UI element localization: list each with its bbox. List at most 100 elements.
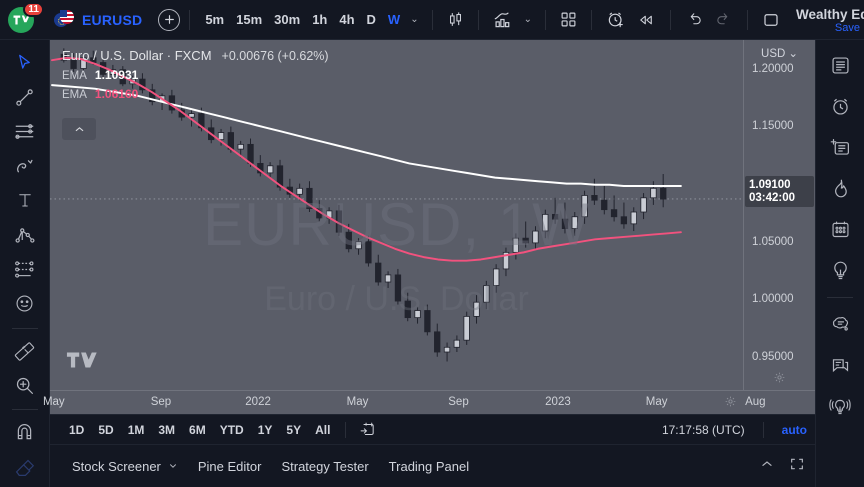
chevron-up-icon[interactable] [759,456,775,477]
range-All[interactable]: All [315,422,331,437]
range-bar-right: 17:17:58 (UTC) auto [661,421,807,438]
range-5D[interactable]: 5D [98,422,114,437]
timeframe-1h[interactable]: 1h [312,12,328,27]
eraser-tool[interactable] [8,453,42,482]
go-to-date-icon[interactable] [354,418,381,441]
notification-badge[interactable]: 11 [23,1,44,17]
timeframe-W[interactable]: W [387,12,401,27]
time-axis-label: Aug [745,396,766,408]
range-6M[interactable]: 6M [189,422,206,437]
data-window-icon[interactable] [823,130,857,164]
indicators-icon[interactable] [488,7,520,32]
time-axis-label: Sep [150,396,172,408]
tab-stock-screener[interactable]: Stock Screener [62,453,188,480]
cursor-tool[interactable] [8,48,42,77]
text-tool[interactable] [8,186,42,215]
horizontal-lines-tool[interactable] [8,117,42,146]
chart-container: EURUSD, 1W Euro / U.S. Dollar Euro / U.S… [43,40,815,487]
time-range-bar: 1D 5D 1M 3M 6M YTD 1Y 5Y All 17:17:58 (U… [50,414,815,444]
tab-label: Stock Screener [72,458,161,474]
auto-scale-button[interactable]: auto [781,422,807,437]
range-3M[interactable]: 3M [158,422,176,437]
hotlist-icon[interactable] [823,171,857,205]
measure-tool[interactable] [8,336,42,365]
notes-icon[interactable] [823,348,857,382]
candlestick-icon[interactable] [442,7,469,32]
legend-collapse-button[interactable] [62,118,96,140]
price-axis-label: 0.95000 [752,350,794,363]
fullscreen-icon[interactable] [789,456,805,477]
alarm-clock-plus-icon[interactable] [601,7,631,33]
divider [762,421,764,438]
chat-icon[interactable] [823,307,857,341]
timeframe-4h[interactable]: 4h [339,12,355,27]
timeframe-30m[interactable]: 30m [274,12,301,27]
tab-pine-editor[interactable]: Pine Editor [188,453,272,480]
symbol-flag-icon [54,9,74,30]
drawing-toolbar [0,40,50,487]
emoji-tool[interactable] [8,289,42,318]
bottom-panel-tabs: Stock Screener Pine Editor Strategy Test… [50,444,815,487]
time-axis-label: May [645,396,668,408]
chevron-down-icon [169,464,176,468]
timeframe-15m[interactable]: 15m [236,12,263,27]
gear-icon[interactable] [724,395,737,413]
chevron-down-icon[interactable]: ⌄ [410,14,419,25]
range-1Y[interactable]: 1Y [257,422,273,437]
single-layout-icon[interactable] [757,8,785,32]
calendar-icon[interactable] [823,212,857,246]
time-axis-label: 2023 [545,396,571,408]
add-symbol-button[interactable] [158,8,181,31]
divider [11,327,38,329]
chevron-down-icon[interactable]: ⌄ [523,14,532,25]
divider [189,9,191,30]
timeframe-D[interactable]: D [366,12,376,27]
tab-label: Trading Panel [388,458,470,474]
replay-icon[interactable] [631,8,661,32]
redo-icon[interactable] [709,8,738,31]
divider [669,9,671,30]
magnet-tool[interactable] [8,418,42,447]
range-5Y[interactable]: 5Y [286,422,302,437]
bar-countdown: 03:42:00 [749,192,796,205]
patterns-tool[interactable] [8,220,42,249]
session-clock: 17:17:58 (UTC) [661,422,745,437]
timeframe-5m[interactable]: 5m [205,12,225,27]
pitchfork-tool[interactable] [8,151,42,180]
layouts-grid-icon[interactable] [555,8,582,31]
alerts-icon[interactable] [823,89,857,123]
tab-trading-panel[interactable]: Trading Panel [379,453,479,480]
price-axis-label: 1.15000 [752,120,794,133]
gear-icon[interactable] [744,371,815,384]
watchlist-icon[interactable] [823,48,857,82]
time-axis-label: Sep [448,396,469,408]
top-toolbar: 11 EURUSD 5m 15m 30m 1h 4h D W ⌄ [0,0,864,40]
divider [590,9,592,30]
price-axis[interactable]: USD⌄ 1.09100 03:42:00 1.200001.150001.10… [743,40,815,390]
tab-strategy-tester[interactable]: Strategy Tester [271,453,378,480]
prediction-tool[interactable] [8,255,42,284]
workspace: EURUSD, 1W Euro / U.S. Dollar Euro / U.S… [0,40,864,487]
right-toolbar [815,40,864,487]
price-axis-currency[interactable]: USD ⌄ [761,48,798,60]
price-axis-label: 1.20000 [752,62,794,75]
price-axis-label: 1.00000 [752,293,794,306]
divider [431,9,433,30]
chart-canvas[interactable]: EURUSD, 1W Euro / U.S. Dollar Euro / U.S… [50,40,743,390]
user-account-block[interactable]: Wealthy Ed Save [790,0,864,40]
broadcast-icon[interactable] [823,389,857,423]
undo-icon[interactable] [680,8,709,31]
time-axis[interactable]: May Sep 2022 May Sep 2023 May Aug [43,390,815,414]
price-plot [50,48,743,362]
range-YTD[interactable]: YTD [219,422,244,437]
trend-line-tool[interactable] [8,82,42,111]
ideas-icon[interactable] [823,253,857,287]
range-1D[interactable]: 1D [69,422,85,437]
range-1M[interactable]: 1M [127,422,145,437]
zoom-tool[interactable] [8,371,42,400]
divider [345,421,347,438]
symbol-search-button[interactable]: EURUSD [82,11,143,28]
save-button[interactable]: Save [834,21,860,34]
tradingview-logo-button[interactable]: 11 [8,1,44,35]
